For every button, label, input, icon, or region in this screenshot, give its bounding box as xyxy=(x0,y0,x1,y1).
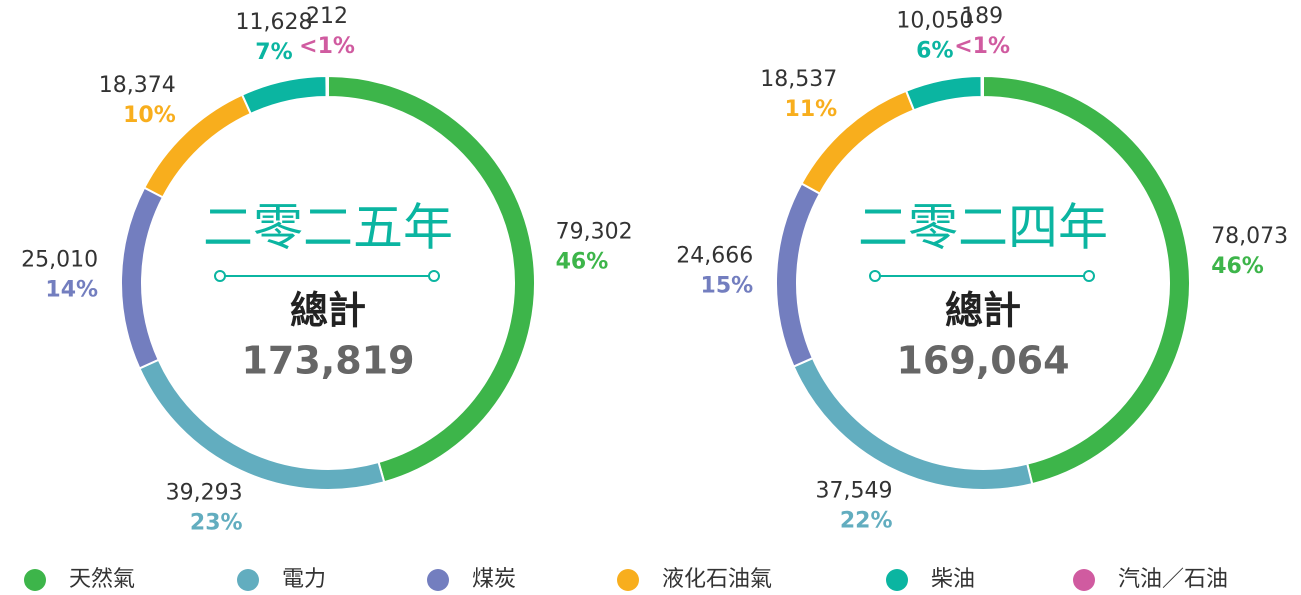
total-value: 173,819 xyxy=(241,339,414,383)
total-caption: 總計 xyxy=(290,289,366,333)
value-label: 11,628 xyxy=(235,10,312,35)
divider-dot xyxy=(869,270,881,282)
value-label: 18,537 xyxy=(760,67,837,92)
percent-label: 10% xyxy=(123,103,176,128)
donut-slice xyxy=(980,74,984,99)
percent-label: 22% xyxy=(840,508,893,533)
percent-label: 23% xyxy=(190,511,243,536)
legend-label: 汽油／石油 xyxy=(1118,567,1228,592)
percent-label: 7% xyxy=(255,40,292,65)
value-label: 37,549 xyxy=(816,478,893,503)
donut-slice xyxy=(325,74,329,99)
value-label: 212 xyxy=(306,4,348,29)
value-label: 78,073 xyxy=(1211,224,1288,249)
percent-label: <1% xyxy=(954,34,1010,59)
center-title: 二零二五年 xyxy=(203,199,453,257)
legend-swatch xyxy=(427,569,449,591)
total-caption: 總計 xyxy=(945,289,1021,333)
value-label: 18,374 xyxy=(99,73,176,98)
value-label: 24,666 xyxy=(676,243,753,268)
donut-slice xyxy=(120,186,165,370)
legend-swatch xyxy=(617,569,639,591)
percent-label: 14% xyxy=(45,277,98,302)
center-title: 二零二四年 xyxy=(858,199,1108,257)
legend-label: 電力 xyxy=(282,567,326,592)
percent-label: 11% xyxy=(785,97,838,122)
donut-slice xyxy=(775,182,822,368)
value-label: 189 xyxy=(961,4,1003,29)
donut-slice xyxy=(240,74,328,116)
legend-swatch xyxy=(1073,569,1095,591)
percent-label: 46% xyxy=(1211,254,1264,279)
percent-label: <1% xyxy=(299,34,355,59)
percent-label: 46% xyxy=(556,250,609,275)
value-label: 79,302 xyxy=(556,220,633,245)
divider-dot xyxy=(214,270,226,282)
percent-label: 6% xyxy=(916,39,953,64)
value-label: 25,010 xyxy=(21,247,98,272)
legend-swatch xyxy=(237,569,259,591)
legend-label: 煤炭 xyxy=(472,567,516,592)
divider-dot xyxy=(1083,270,1095,282)
total-value: 169,064 xyxy=(896,339,1069,383)
value-label: 10,050 xyxy=(896,9,973,34)
legend-label: 柴油 xyxy=(931,567,975,592)
divider-dot xyxy=(428,270,440,282)
legend-label: 液化石油氣 xyxy=(662,567,772,592)
legend-swatch xyxy=(886,569,908,591)
legend-swatch xyxy=(24,569,46,591)
percent-label: 15% xyxy=(701,273,754,298)
donut-slice xyxy=(904,74,983,112)
legend-label: 天然氣 xyxy=(69,567,135,592)
value-label: 39,293 xyxy=(166,481,243,506)
